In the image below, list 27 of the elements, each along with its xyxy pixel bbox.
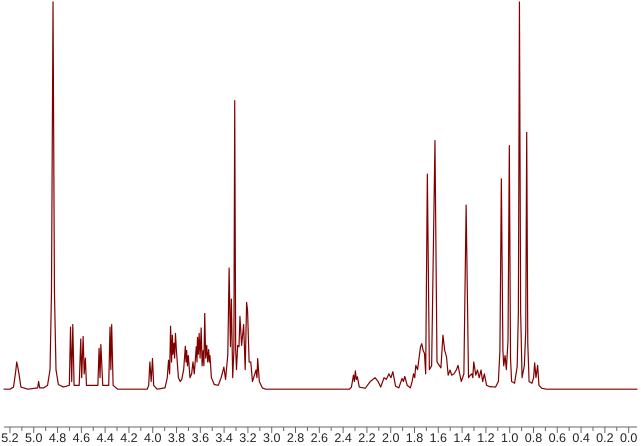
x-tick-label: 1.8 [406, 431, 424, 445]
x-tick-label: 2.4 [334, 431, 352, 445]
x-tick-label: 3.6 [192, 431, 210, 445]
x-tick-label: 0.2 [596, 431, 614, 445]
x-tick-label: 4.2 [120, 431, 138, 445]
x-tick-label: 2.0 [382, 431, 400, 445]
x-tick-label: 3.4 [215, 431, 233, 445]
x-tick-label: 5.0 [25, 431, 42, 445]
x-tick-label: 3.8 [168, 431, 186, 445]
x-tick-label: 0.0 [620, 431, 638, 445]
x-tick-label: 3.2 [239, 431, 257, 445]
x-tick-label: 1.0 [500, 431, 518, 445]
x-tick-label: 4.0 [144, 431, 162, 445]
x-tick-label: 0.6 [548, 431, 566, 445]
x-tick-label: 1.2 [477, 431, 495, 445]
x-tick-label: 2.8 [286, 431, 304, 445]
x-tick-label: 2.6 [310, 431, 328, 445]
x-tick-label: 2.2 [358, 431, 376, 445]
x-tick-label: 4.8 [48, 431, 66, 445]
x-tick-label: 0.4 [572, 431, 590, 445]
x-tick-label: 3.0 [263, 431, 280, 445]
x-tick-label: 1.6 [430, 431, 448, 445]
x-tick-label: 4.4 [96, 431, 114, 445]
x-tick-label: 5.2 [1, 431, 19, 445]
x-tick-label: 0.8 [524, 431, 542, 445]
x-tick-label: 4.6 [72, 431, 90, 445]
x-tick-label: 1.4 [453, 431, 471, 445]
